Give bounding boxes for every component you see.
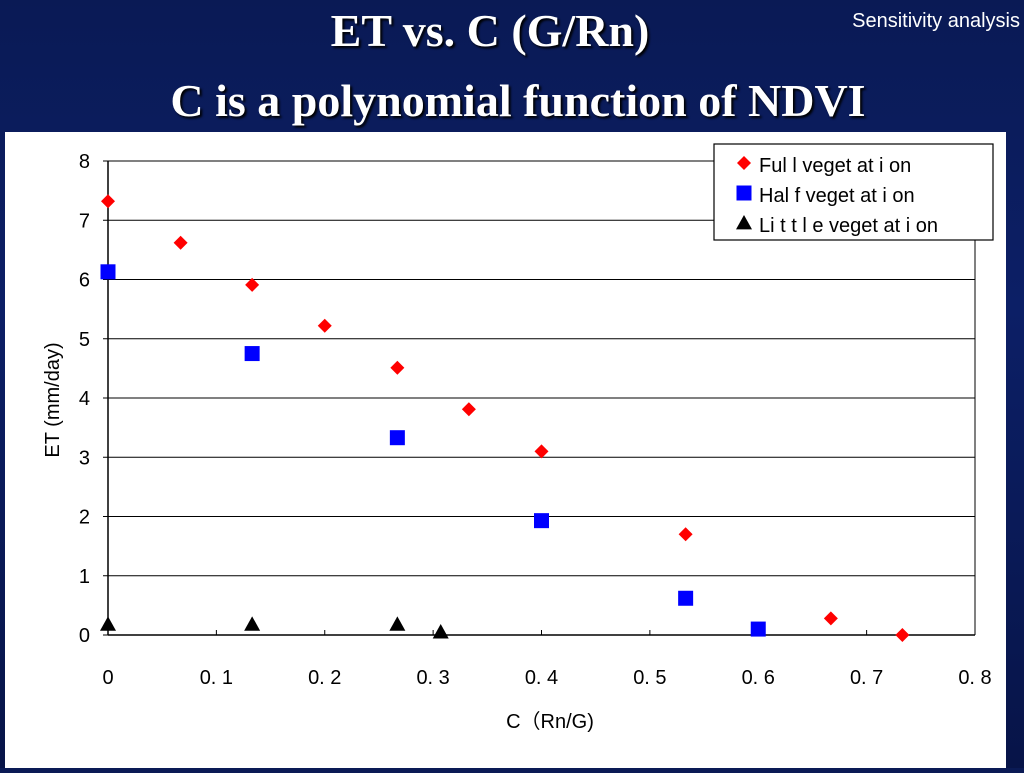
slide-subtitle: C is a polynomial function of NDVI — [170, 75, 866, 126]
triangle-point — [244, 616, 261, 631]
y-tick-labels: 0 1 2 3 4 5 6 7 8 — [79, 151, 90, 647]
triangle-point — [432, 624, 449, 639]
y-axis-label: ET (mm/day) — [42, 342, 64, 457]
diamond-point — [461, 402, 476, 417]
legend-label: Li t t l e veget at i on — [759, 215, 938, 237]
y-tick-label: 0 — [79, 625, 90, 647]
diamond-point — [534, 444, 549, 459]
legend: Ful l veget at i on Hal f veget at i on Li… — [713, 143, 994, 241]
x-tick-labels: 0 0. 1 0. 2 0. 3 0. 4 0. 5 0. 6 0. 7 0. 8 — [102, 667, 991, 689]
triangle-point — [100, 616, 116, 631]
legend-marker — [736, 215, 752, 230]
square-point — [678, 590, 694, 606]
x-tick-label: 0. 7 — [850, 667, 883, 689]
axes — [103, 160, 976, 636]
y-tick-label: 7 — [79, 210, 90, 232]
data-points — [100, 194, 910, 642]
square-point — [389, 430, 405, 446]
y-tick-label: 6 — [79, 270, 90, 292]
x-tick-label: 0. 4 — [525, 667, 558, 689]
diamond-point — [823, 611, 838, 626]
legend-marker — [737, 156, 751, 170]
y-tick-label: 1 — [79, 566, 90, 588]
y-tick-label: 5 — [79, 329, 90, 351]
x-tick-label: 0. 1 — [200, 667, 233, 689]
square-point — [750, 621, 766, 637]
legend-box — [713, 143, 994, 241]
legend-marker — [736, 185, 752, 201]
square-point — [100, 264, 116, 280]
legend-label: Ful l veget at i on — [759, 155, 911, 177]
diamond-point — [895, 628, 910, 642]
y-tick-label: 3 — [79, 447, 90, 469]
diamond-point — [678, 527, 693, 542]
scatter-chart: 0 0. 1 0. 2 0. 3 0. 4 0. 5 0. 6 0. 7 0. 8 0 1 2 3 4 5… — [42, 143, 994, 733]
slide-title: ET vs. C (G/Rn) — [330, 5, 650, 56]
diamond-point — [317, 318, 332, 333]
x-tick-label: 0. 2 — [308, 667, 341, 689]
y-tick-label: 2 — [79, 507, 90, 529]
x-axis-label: C（Rn/G) — [506, 710, 594, 733]
square-point — [534, 513, 549, 529]
triangle-point — [389, 616, 406, 631]
diamond-point — [173, 235, 188, 250]
diamond-point — [245, 277, 260, 292]
y-tick-label: 8 — [79, 151, 90, 173]
x-tick-label: 0. 5 — [633, 667, 666, 689]
diamond-point — [390, 360, 405, 375]
x-tick-label: 0. 6 — [742, 667, 775, 689]
x-tick-label: 0. 3 — [416, 667, 449, 689]
y-tick-label: 4 — [79, 388, 90, 410]
x-tick-label: 0 — [102, 667, 113, 689]
x-tick-label: 0. 8 — [958, 667, 991, 689]
square-point — [244, 346, 260, 362]
diamond-point — [101, 194, 115, 209]
chart-panel: 0 0. 1 0. 2 0. 3 0. 4 0. 5 0. 6 0. 7 0. 8 0 1 2 3 4 5… — [5, 132, 1006, 768]
section-tag: Sensitivity analysis — [852, 10, 1020, 32]
legend-label: Hal f veget at i on — [759, 185, 915, 207]
